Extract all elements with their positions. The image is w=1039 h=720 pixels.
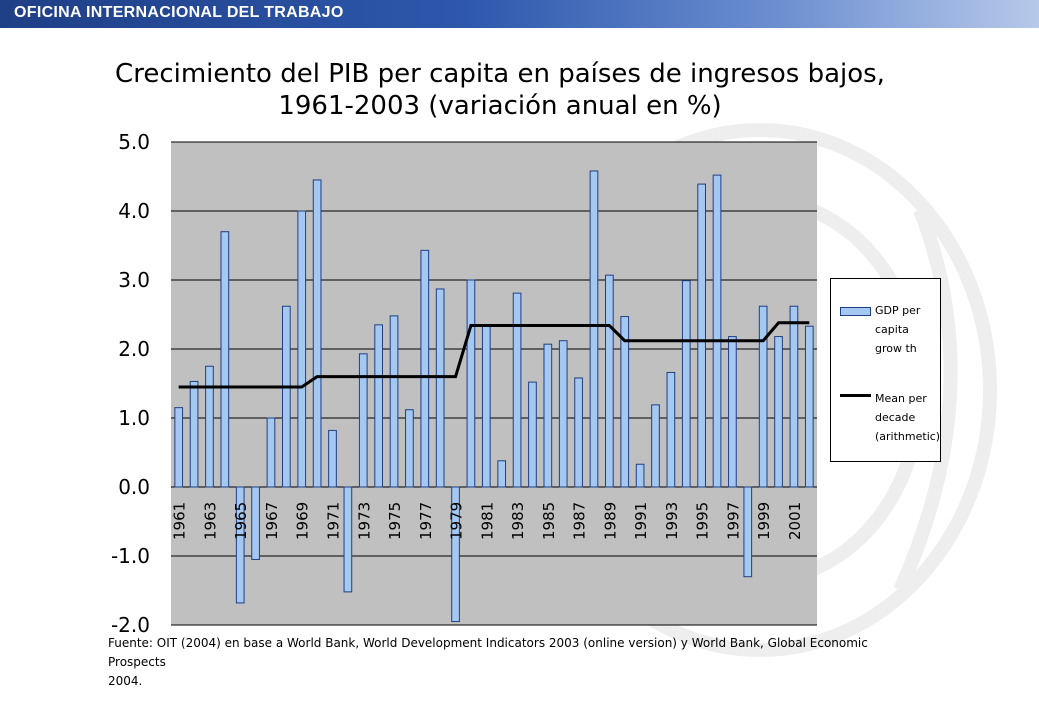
- bar: [466, 279, 476, 488]
- chart-legend: GDP per capita grow th Mean per decade (…: [830, 278, 941, 462]
- legend-bar-label: GDP per capita grow th: [875, 301, 937, 358]
- bar: [728, 336, 737, 488]
- bar: [681, 280, 691, 488]
- x-tick-label: 1961: [171, 502, 189, 540]
- bar: [512, 292, 522, 488]
- y-tick-label: 5.0: [118, 130, 150, 154]
- bar: [435, 288, 445, 488]
- bar: [558, 340, 568, 488]
- legend-bar-swatch: [840, 307, 871, 316]
- y-tick-label: 4.0: [118, 199, 150, 223]
- bar: [389, 315, 399, 488]
- chart-title-line-2: 1961-2003 (variación anual en %): [278, 91, 722, 121]
- bar: [235, 486, 245, 604]
- x-tick-label: 1991: [632, 502, 650, 540]
- bar: [543, 343, 553, 488]
- x-tick-label: 1965: [232, 502, 250, 540]
- y-tick-label: 2.0: [118, 337, 150, 361]
- bar: [405, 409, 414, 488]
- bar: [743, 486, 753, 578]
- x-tick-label: 1997: [724, 502, 742, 540]
- bar: [312, 179, 322, 488]
- x-tick-label: 1967: [263, 502, 281, 540]
- y-tick-label: -1.0: [111, 544, 150, 568]
- x-tick-label: 1995: [694, 502, 712, 540]
- bar: [712, 174, 722, 488]
- legend-bar-label-line: grow th: [875, 342, 917, 355]
- x-axis-labels: 1961 1963 1965 1967 1969 1971 1973 1975 1977 1979…: [171, 502, 804, 540]
- mean-per-decade-line: [178, 321, 810, 389]
- bar: [497, 460, 507, 488]
- x-tick-label: 1979: [448, 502, 466, 540]
- legend-line-swatch: [840, 394, 871, 397]
- y-tick-label: 1.0: [118, 406, 150, 430]
- bar: [451, 486, 460, 623]
- bar: [651, 404, 660, 488]
- plot-area: [171, 142, 817, 625]
- legend-bar-label-line: GDP per: [875, 304, 921, 317]
- x-tick-label: 1971: [325, 502, 343, 540]
- bar: [189, 380, 199, 488]
- x-tick-label: 1975: [386, 502, 404, 540]
- source-line-1: Fuente: OIT (2004) en base a World Bank,…: [108, 636, 868, 669]
- bar: [374, 324, 383, 488]
- bar: [789, 305, 799, 488]
- bar: [282, 305, 291, 488]
- x-tick-label: 1993: [663, 502, 681, 540]
- x-tick-label: 1963: [201, 502, 219, 540]
- bar: [205, 365, 214, 488]
- bar: [635, 463, 645, 488]
- y-tick-label: 3.0: [118, 268, 150, 292]
- x-tick-label: 1981: [478, 502, 496, 540]
- y-tick-label: 0.0: [118, 475, 150, 499]
- bar: [758, 305, 768, 488]
- legend-line-label-line: decade: [875, 411, 916, 424]
- legend-line-label-line: (arithmetic): [875, 430, 941, 443]
- bar: [528, 381, 537, 488]
- chart-title: Crecimiento del PIB per capita en países…: [70, 58, 930, 122]
- bar: [605, 274, 614, 488]
- bar: [251, 486, 260, 560]
- x-tick-label: 1983: [509, 502, 527, 540]
- bar: [328, 429, 337, 488]
- bar: [297, 210, 307, 488]
- bar: [804, 325, 814, 488]
- header-bar: OFICINA INTERNACIONAL DEL TRABAJO: [0, 0, 1039, 28]
- source-note: Fuente: OIT (2004) en base a World Bank,…: [108, 634, 908, 691]
- y-axis-labels: 5.0 4.0 3.0 2.0 1.0 0.0 -1.0 -2.0: [111, 130, 150, 637]
- source-line-2: 2004.: [108, 674, 143, 688]
- x-tick-label: 1999: [755, 502, 773, 540]
- gridlines: [171, 141, 817, 626]
- x-tick-label: 1977: [417, 502, 435, 540]
- bar: [266, 417, 276, 488]
- bar: [220, 231, 230, 488]
- bar-series: [174, 170, 814, 623]
- x-tick-label: 2001: [786, 502, 804, 540]
- bar: [697, 183, 706, 488]
- x-tick-label: 1987: [571, 502, 589, 540]
- legend-line-label: Mean per decade (arithmetic): [875, 389, 941, 446]
- bar: [174, 407, 184, 488]
- x-tick-label: 1985: [540, 502, 558, 540]
- bar: [358, 353, 368, 488]
- x-tick-label: 1969: [294, 502, 312, 540]
- legend-bar-label-line: capita: [875, 323, 909, 336]
- bar: [666, 371, 676, 488]
- x-tick-label: 1973: [355, 502, 373, 540]
- y-tick-label: -2.0: [111, 613, 150, 637]
- bar: [574, 377, 583, 488]
- header-title: OFICINA INTERNACIONAL DEL TRABAJO: [14, 4, 344, 21]
- legend-line-label-line: Mean per: [875, 392, 927, 405]
- x-tick-label: 1989: [601, 502, 619, 540]
- chart-title-line-1: Crecimiento del PIB per capita en países…: [115, 59, 885, 89]
- bar: [589, 170, 599, 488]
- bar: [620, 316, 630, 488]
- bar: [343, 486, 353, 593]
- bar: [420, 249, 430, 488]
- bar: [481, 325, 491, 488]
- bar: [774, 336, 783, 488]
